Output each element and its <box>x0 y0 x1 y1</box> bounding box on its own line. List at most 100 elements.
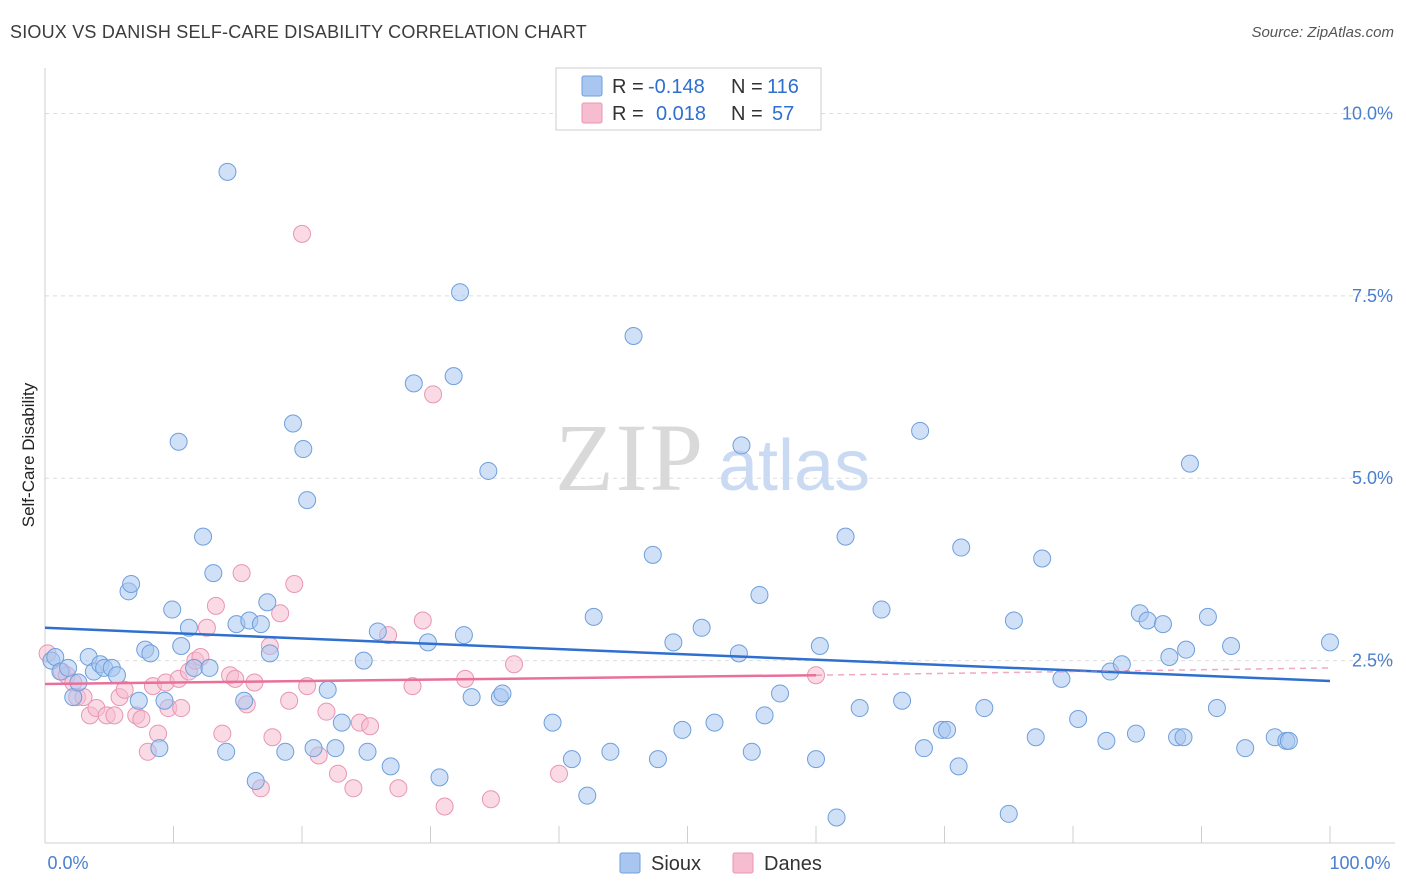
danes-point <box>132 709 151 728</box>
legend-sioux-swatch <box>619 852 641 874</box>
y-tick-label: 5.0% <box>1352 468 1393 488</box>
danes-point <box>481 790 500 809</box>
sioux-point <box>1097 731 1116 750</box>
axes <box>44 68 1395 844</box>
watermark-zip: ZIP <box>555 404 705 511</box>
danes-point <box>285 575 304 594</box>
chart-title: SIOUX VS DANISH SELF-CARE DISABILITY COR… <box>10 22 587 42</box>
danes-trend-line <box>44 673 817 686</box>
sioux-n-label: N = <box>731 76 763 98</box>
danes-point <box>389 779 408 798</box>
sioux-r-label: R = <box>612 76 644 98</box>
y-tick-label: 10.0% <box>1342 103 1393 123</box>
danes-point <box>213 724 232 743</box>
sioux-point <box>949 757 968 776</box>
sioux-point <box>298 491 317 510</box>
sioux-point <box>150 739 169 758</box>
y-tick-labels: 2.5% 5.0% 7.5% 10.0% <box>1342 103 1393 670</box>
danes-point <box>280 691 299 710</box>
sioux-point <box>643 545 662 564</box>
sioux-point <box>246 771 265 790</box>
sioux-point <box>1198 607 1217 626</box>
sioux-point <box>1222 637 1241 656</box>
sioux-point <box>444 367 463 386</box>
sioux-point <box>1004 611 1023 630</box>
danes-trend-extension <box>815 667 1331 676</box>
sioux-point <box>1153 615 1172 634</box>
sioux-point <box>129 691 148 710</box>
danes-point <box>328 764 347 783</box>
sioux-point <box>493 684 512 703</box>
sioux-point <box>235 691 254 710</box>
sioux-point <box>318 680 337 699</box>
sioux-point <box>1236 739 1255 758</box>
x-ticks <box>44 826 1331 843</box>
sioux-point <box>381 757 400 776</box>
sioux-point <box>204 564 223 583</box>
sioux-point <box>872 600 891 619</box>
sioux-point <box>326 739 345 758</box>
sioux-point <box>260 644 279 663</box>
correlation-legend: R = -0.148 N = 116 R = 0.018 N = 57 <box>555 67 822 131</box>
sioux-point <box>648 750 667 769</box>
legend-sioux-label: Sioux <box>651 853 701 875</box>
sioux-swatch <box>581 75 603 97</box>
danes-point <box>435 797 454 816</box>
sioux-point <box>107 666 126 685</box>
sioux-point <box>276 742 295 761</box>
sioux-point <box>914 739 933 758</box>
danes-point <box>403 677 422 696</box>
legend-danes-swatch <box>732 852 754 874</box>
sioux-point <box>218 162 237 181</box>
y-tick-label: 2.5% <box>1352 651 1393 671</box>
sioux-point <box>742 742 761 761</box>
sioux-point <box>664 633 683 652</box>
y-axis-title: Self-Care Disability <box>19 382 38 527</box>
danes-point <box>271 604 290 623</box>
sioux-point <box>975 699 994 718</box>
sioux-point <box>217 742 236 761</box>
sioux-point <box>732 436 751 455</box>
sioux-point <box>194 527 213 546</box>
sioux-point <box>358 742 377 761</box>
danes-point <box>197 618 216 637</box>
sioux-point <box>179 618 198 637</box>
x-tick-label-max: 100.0% <box>1329 853 1390 873</box>
danes-point <box>115 680 134 699</box>
sioux-point <box>479 461 498 480</box>
sioux-point <box>850 699 869 718</box>
sioux-point <box>1052 669 1071 688</box>
sioux-point <box>1207 699 1226 718</box>
sioux-point <box>543 713 562 732</box>
sioux-point <box>673 720 692 739</box>
x-tick-label-min: 0.0% <box>47 853 88 873</box>
danes-n-label: N = <box>731 103 763 125</box>
danes-point <box>550 764 568 783</box>
sioux-point <box>200 658 219 677</box>
danes-swatch <box>581 102 603 124</box>
sioux-point <box>172 637 191 656</box>
sioux-point <box>911 421 930 440</box>
sioux-point <box>562 750 581 769</box>
danes-point <box>263 728 282 747</box>
sioux-n-value: 116 <box>767 76 799 98</box>
sioux-point <box>122 575 141 594</box>
sioux-point <box>601 742 620 761</box>
sioux-point <box>284 414 303 433</box>
sioux-point <box>1138 611 1157 630</box>
sioux-point <box>584 607 603 626</box>
sioux-points <box>42 162 1339 827</box>
danes-point <box>293 224 311 243</box>
sioux-point <box>692 618 711 637</box>
sioux-point <box>893 691 912 710</box>
danes-point <box>361 717 380 736</box>
sioux-point <box>1174 728 1193 747</box>
sioux-point <box>578 786 597 805</box>
sioux-point <box>952 538 971 557</box>
sioux-point <box>938 720 957 739</box>
sioux-point <box>354 651 373 670</box>
sioux-point <box>810 637 829 656</box>
sioux-point <box>185 658 204 677</box>
sioux-point <box>294 440 313 459</box>
